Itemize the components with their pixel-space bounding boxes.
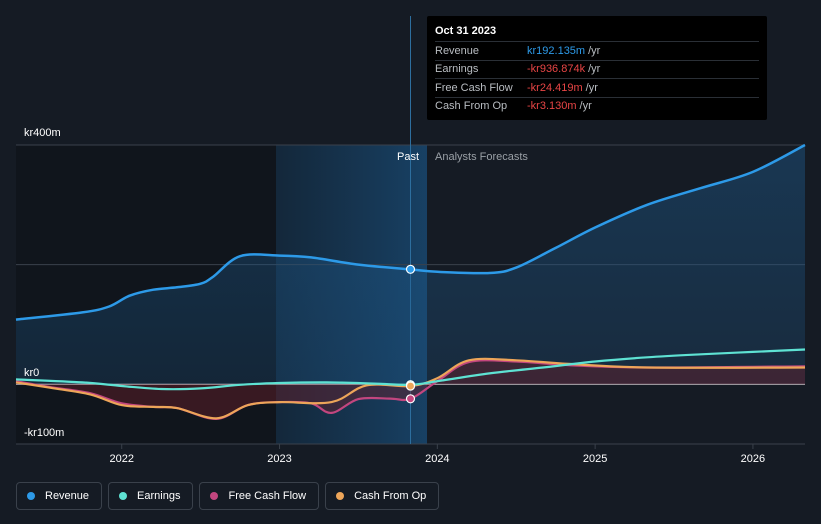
legend-label: Earnings [137, 490, 181, 502]
tooltip-row-cash-from-op: Cash From Op -kr3.130m /yr [435, 96, 759, 116]
x-tick-label: 2023 [267, 453, 291, 465]
y-tick-label: -kr100m [24, 427, 64, 439]
legend-label: Revenue [45, 490, 90, 502]
legend-dot-icon [119, 492, 128, 500]
legend: Revenue Earnings Free Cash Flow Cash Fro… [16, 482, 440, 510]
tooltip-row-revenue: Revenue kr192.135m /yr [435, 41, 759, 60]
tooltip-value: -kr936.874k [527, 63, 586, 76]
tooltip: Oct 31 2023 Revenue kr192.135m /yr Earni… [427, 16, 767, 120]
tooltip-row-free-cash-flow: Free Cash Flow -kr24.419m /yr [435, 78, 759, 97]
legend-item-free-cash-flow[interactable]: Free Cash Flow [199, 482, 320, 510]
x-tick-label: 2025 [583, 453, 607, 465]
series-line-revenue [15, 143, 806, 321]
x-tick-label: 2024 [425, 453, 449, 465]
highlight-point-revenue [405, 264, 416, 274]
tooltip-unit: /yr [588, 44, 601, 57]
highlight-point-free-cash-flow [405, 394, 416, 404]
legend-label: Cash From Op [354, 490, 427, 502]
revenue-area-fill [16, 145, 805, 385]
tooltip-label: Cash From Op [435, 100, 508, 113]
legend-item-cash-from-op[interactable]: Cash From Op [325, 482, 440, 510]
tooltip-value: -kr3.130m [527, 100, 577, 113]
legend-item-revenue[interactable]: Revenue [16, 482, 103, 510]
tooltip-unit: /yr [588, 63, 601, 76]
series-line-free-cash-flow [15, 359, 806, 421]
legend-dot-icon [210, 492, 219, 500]
highlight-point-cash-from-op [405, 381, 416, 391]
series-line-earnings [15, 348, 806, 391]
tooltip-row-earnings: Earnings -kr936.874k /yr [435, 59, 759, 79]
past-label: Past [397, 151, 419, 163]
y-tick-label: kr0 [24, 367, 39, 379]
tooltip-label: Revenue [435, 44, 480, 57]
tooltip-label: Earnings [435, 63, 479, 76]
x-tick-label: 2026 [741, 453, 765, 465]
legend-label: Free Cash Flow [228, 490, 307, 502]
legend-dot-icon [336, 492, 345, 500]
tooltip-date: Oct 31 2023 [435, 25, 497, 37]
series-line-cash-from-op [15, 357, 806, 420]
legend-item-earnings[interactable]: Earnings [108, 482, 194, 510]
tooltip-unit: /yr [579, 100, 592, 113]
tooltip-value: -kr24.419m [527, 81, 583, 94]
x-tick-label: 2022 [109, 453, 133, 465]
legend-dot-icon [27, 492, 35, 500]
tooltip-value: kr192.135m [527, 44, 586, 57]
forecast-label: Analysts Forecasts [435, 151, 528, 163]
tooltip-label: Free Cash Flow [435, 81, 513, 94]
tooltip-unit: /yr [585, 81, 598, 94]
y-tick-label: kr400m [24, 127, 61, 139]
